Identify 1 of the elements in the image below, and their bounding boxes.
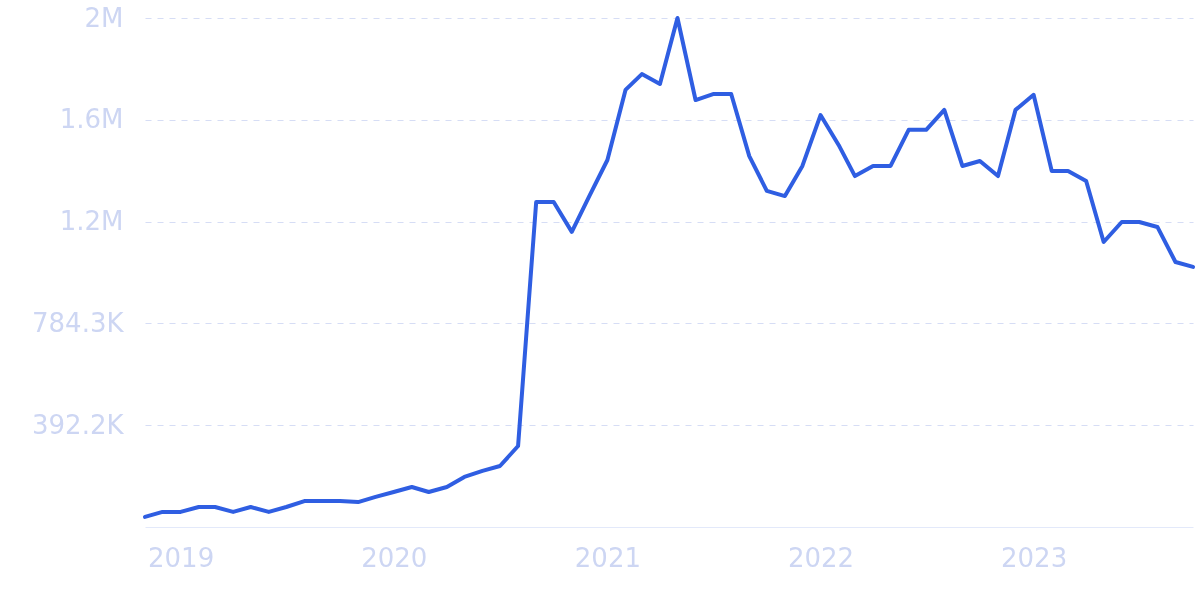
line-series bbox=[143, 16, 1195, 519]
